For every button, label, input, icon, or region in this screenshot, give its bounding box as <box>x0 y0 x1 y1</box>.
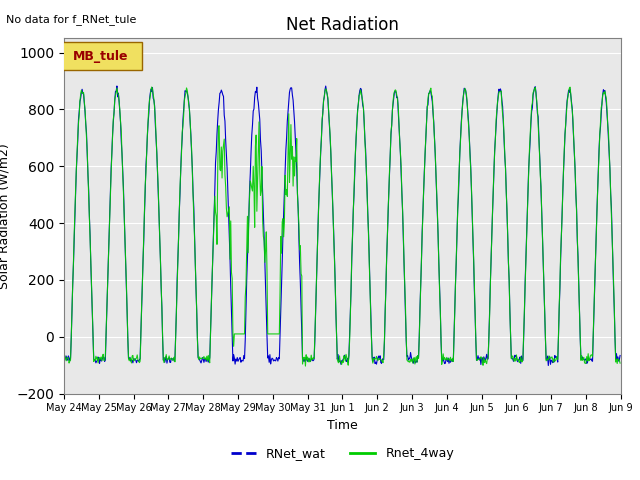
Rnet_4way <box>148 84 156 90</box>
Rnet_4way <box>125 358 133 364</box>
Rnet_4way <box>228 276 236 282</box>
X-axis label: Time: Time <box>327 419 358 432</box>
Rnet_4way <box>432 169 440 175</box>
RNet_wat <box>616 353 624 359</box>
RNet_wat <box>431 151 439 156</box>
Y-axis label: Solar Radiation (W/m2): Solar Radiation (W/m2) <box>0 143 11 289</box>
Line: Rnet_4way: Rnet_4way <box>64 87 620 366</box>
RNet_wat <box>60 356 68 361</box>
Rnet_4way <box>256 169 264 175</box>
RNet_wat <box>228 334 236 339</box>
Title: Net Radiation: Net Radiation <box>286 16 399 34</box>
Text: MB_tule: MB_tule <box>72 49 128 63</box>
Rnet_4way <box>401 281 408 287</box>
Legend: RNet_wat, Rnet_4way: RNet_wat, Rnet_4way <box>225 443 460 466</box>
Rnet_4way <box>277 234 285 240</box>
RNet_wat <box>126 354 134 360</box>
RNet_wat <box>400 259 408 264</box>
RNet_wat <box>113 83 121 89</box>
RNet_wat <box>545 363 552 369</box>
FancyBboxPatch shape <box>58 42 142 71</box>
Text: No data for f_RNet_tule: No data for f_RNet_tule <box>6 14 137 25</box>
RNet_wat <box>256 117 264 122</box>
Line: RNet_wat: RNet_wat <box>64 86 620 366</box>
Rnet_4way <box>301 363 309 369</box>
Rnet_4way <box>616 360 624 366</box>
Rnet_4way <box>60 358 68 364</box>
RNet_wat <box>277 307 285 312</box>
